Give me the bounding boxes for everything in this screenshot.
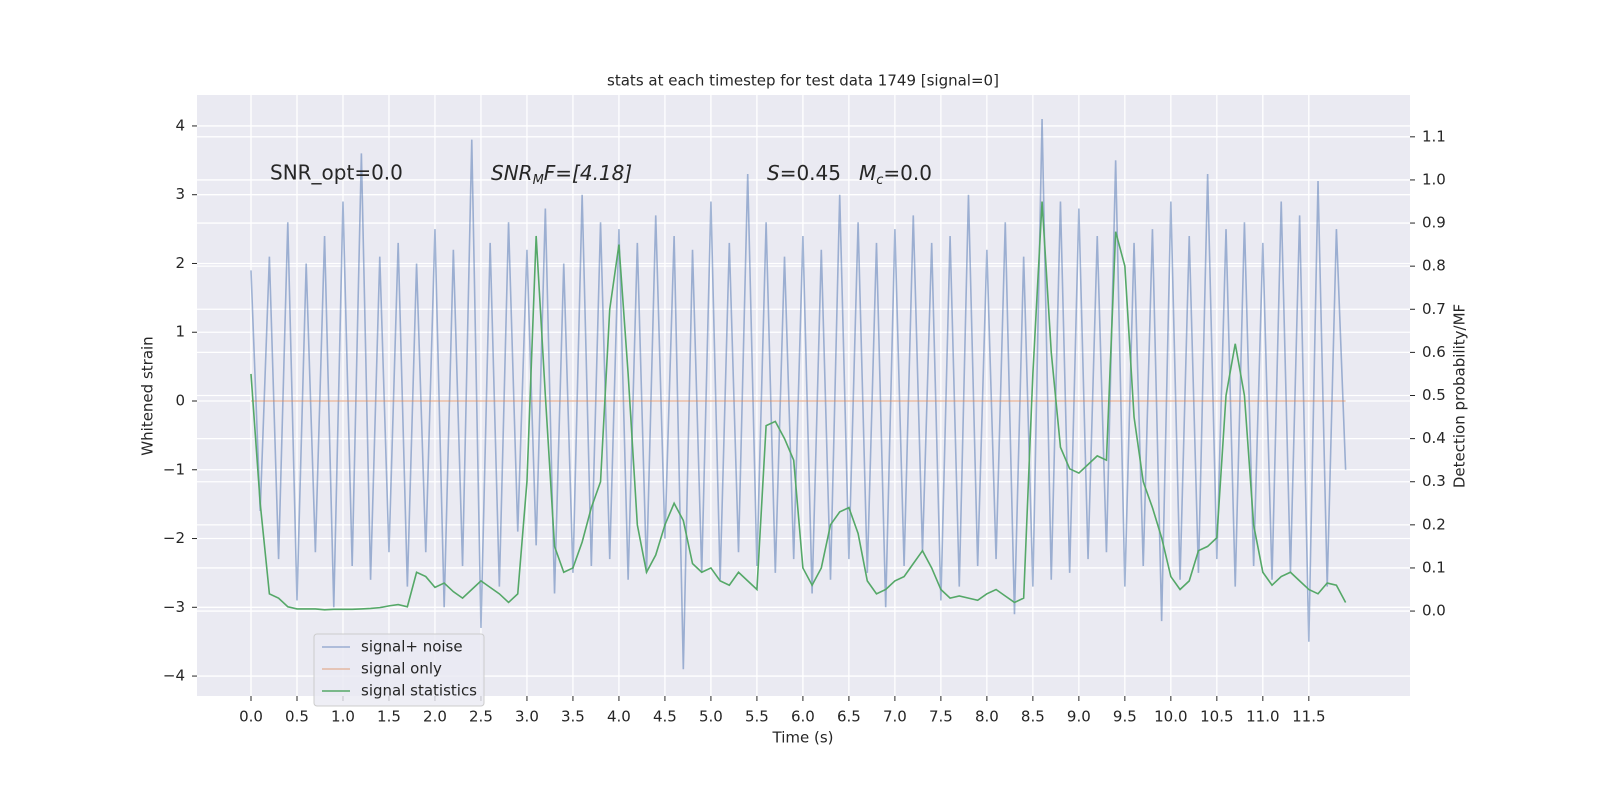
annotation: SNRMF=[4.18] bbox=[491, 161, 632, 188]
annotation-part: c bbox=[876, 173, 883, 188]
axes: 0.0 0.5 1.0 1.5 2.0 2.5 3.0 3.5 4.0 4.5 5.0 5.5 6.0 6… bbox=[163, 116, 1446, 725]
annotation-part: SNR bbox=[491, 161, 533, 185]
y2-tick-label: 0.6 bbox=[1422, 343, 1446, 361]
x-tick-label: 9.5 bbox=[1113, 708, 1137, 726]
x-tick-label: 3.0 bbox=[515, 708, 539, 726]
annotation-part: S bbox=[767, 161, 780, 185]
annotation-part: F=[4.18] bbox=[544, 161, 632, 185]
y2-axis-label: Detection probability/MF bbox=[1451, 304, 1469, 488]
x-tick-label: 6.5 bbox=[837, 708, 861, 726]
x-tick-label: 3.5 bbox=[561, 708, 585, 726]
x-tick-label: 5.5 bbox=[745, 708, 769, 726]
y-tick-label: −4 bbox=[163, 667, 185, 685]
y2-tick-label: 0.7 bbox=[1422, 300, 1446, 318]
y2-tick-label: 0.3 bbox=[1422, 472, 1446, 490]
y2-tick-label: 0.9 bbox=[1422, 214, 1446, 232]
series-line bbox=[250, 201, 1347, 611]
annotation-part: M bbox=[533, 173, 544, 188]
chart-title: stats at each timestep for test data 174… bbox=[607, 72, 999, 90]
x-tick-label: 4.5 bbox=[653, 708, 677, 726]
x-tick-label: 10.0 bbox=[1154, 708, 1187, 726]
x-axis-label: Time (s) bbox=[772, 729, 834, 747]
legend-label: signal only bbox=[361, 660, 442, 678]
y-tick-label: 1 bbox=[175, 323, 185, 341]
y-tick-label: −2 bbox=[163, 529, 185, 547]
y-tick-label: 2 bbox=[175, 254, 185, 272]
y2-tick-label: 1.1 bbox=[1422, 127, 1446, 145]
x-tick-label: 11.5 bbox=[1292, 708, 1325, 726]
annotation: S=0.45 Mc=0.0 bbox=[767, 161, 932, 188]
y-tick-label: 3 bbox=[175, 185, 185, 203]
y-tick-label: −3 bbox=[163, 598, 185, 616]
annotation-part: =0.0 bbox=[883, 161, 932, 185]
x-tick-label: 0.0 bbox=[239, 708, 263, 726]
y-tick-label: −1 bbox=[163, 460, 185, 478]
y2-tick-label: 1.0 bbox=[1422, 170, 1446, 188]
annotation: SNR_opt=0.0 bbox=[270, 161, 403, 185]
y2-tick-label: 0.4 bbox=[1422, 429, 1446, 447]
y-axis-label: Whitened strain bbox=[139, 336, 157, 455]
marks bbox=[250, 119, 1347, 670]
legend-label: signal statistics bbox=[361, 682, 477, 700]
x-tick-label: 2.0 bbox=[423, 708, 447, 726]
annotation-part: =0.45 bbox=[780, 161, 841, 185]
x-tick-label: 11.0 bbox=[1246, 708, 1279, 726]
y2-tick-label: 0.5 bbox=[1422, 386, 1446, 404]
x-tick-label: 8.5 bbox=[1021, 708, 1045, 726]
legend-box bbox=[313, 633, 485, 707]
x-tick-label: 7.0 bbox=[883, 708, 907, 726]
legend-label: signal+ noise bbox=[361, 638, 463, 656]
x-tick-label: 2.5 bbox=[469, 708, 493, 726]
y-tick-label: 4 bbox=[175, 116, 185, 134]
x-tick-label: 9.0 bbox=[1067, 708, 1091, 726]
x-tick-label: 7.5 bbox=[929, 708, 953, 726]
y2-tick-label: 0.8 bbox=[1422, 257, 1446, 275]
legend: signal+ noise signal only signal statistic… bbox=[313, 633, 485, 707]
annotation-part: M bbox=[859, 161, 876, 185]
x-tick-label: 0.5 bbox=[285, 708, 309, 726]
x-tick-label: 8.0 bbox=[975, 708, 999, 726]
x-tick-label: 10.5 bbox=[1200, 708, 1233, 726]
y2-tick-label: 0.1 bbox=[1422, 558, 1446, 576]
x-tick-label: 6.0 bbox=[791, 708, 815, 726]
y2-tick-label: 0.2 bbox=[1422, 515, 1446, 533]
y-tick-label: 0 bbox=[175, 392, 185, 410]
series-line bbox=[250, 119, 1347, 670]
x-tick-label: 1.5 bbox=[377, 708, 401, 726]
x-tick-label: 4.0 bbox=[607, 708, 631, 726]
x-tick-label: 5.0 bbox=[699, 708, 723, 726]
x-tick-label: 1.0 bbox=[331, 708, 355, 726]
y2-tick-label: 0.0 bbox=[1422, 602, 1446, 620]
